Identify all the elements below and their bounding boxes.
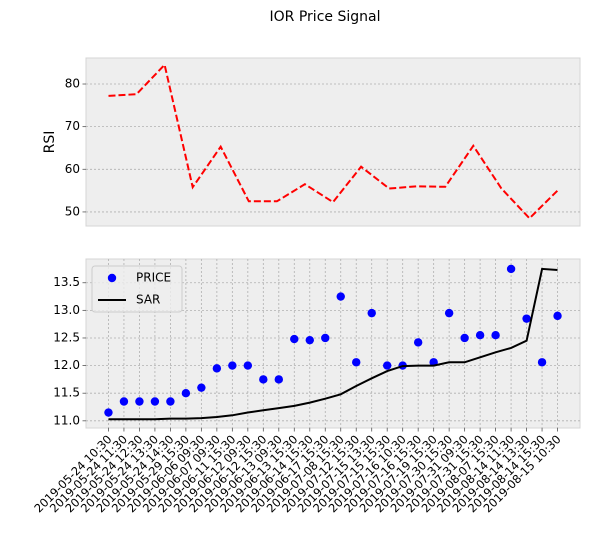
y-tick-label: 13.5 <box>53 275 80 289</box>
price-point <box>336 292 345 301</box>
price-point <box>259 375 268 384</box>
price-point <box>506 264 516 274</box>
y-tick-label: 50 <box>65 204 80 218</box>
price-point <box>166 397 175 406</box>
price-point <box>290 334 299 344</box>
price-point <box>367 308 376 318</box>
y-axis-label: RSI <box>42 131 58 154</box>
sar-line <box>108 267 558 421</box>
price-point <box>352 358 361 367</box>
y-tick-label: 12.5 <box>53 330 80 344</box>
price-point <box>383 361 392 370</box>
price-point <box>104 408 113 417</box>
legend-marker <box>107 273 117 283</box>
legend: PRICE SAR <box>91 265 183 313</box>
price-point <box>135 397 144 406</box>
figure-title: IOR Price Signal <box>270 9 381 25</box>
y-tick-label: 80 <box>65 77 80 91</box>
y-tick-label: 13.0 <box>53 303 80 317</box>
price-point <box>243 361 253 370</box>
price-point <box>228 361 237 370</box>
price-point <box>537 358 547 367</box>
price-point <box>212 364 222 373</box>
price-point <box>522 314 531 323</box>
price-point <box>444 308 454 318</box>
price-point <box>553 311 562 321</box>
y-tick-label: 11.5 <box>53 386 80 400</box>
legend-label: SAR <box>136 293 160 307</box>
price-point <box>321 333 330 343</box>
price-point <box>150 397 160 406</box>
price-point <box>475 331 485 340</box>
price-point <box>305 335 314 345</box>
price-point <box>197 383 206 392</box>
price-point <box>491 331 500 340</box>
rsi-line <box>108 62 559 220</box>
price-point <box>460 333 469 343</box>
y-tick-label: 60 <box>65 162 80 176</box>
price-point <box>274 375 283 384</box>
y-tick-label: 11.0 <box>53 413 80 427</box>
price-point <box>181 389 191 398</box>
y-tick-label: 12.0 <box>53 358 80 372</box>
y-tick-label: 70 <box>65 119 80 133</box>
legend-label: PRICE <box>136 271 171 285</box>
price-point <box>413 338 423 347</box>
plot-area <box>85 57 581 227</box>
price-point <box>119 397 129 406</box>
